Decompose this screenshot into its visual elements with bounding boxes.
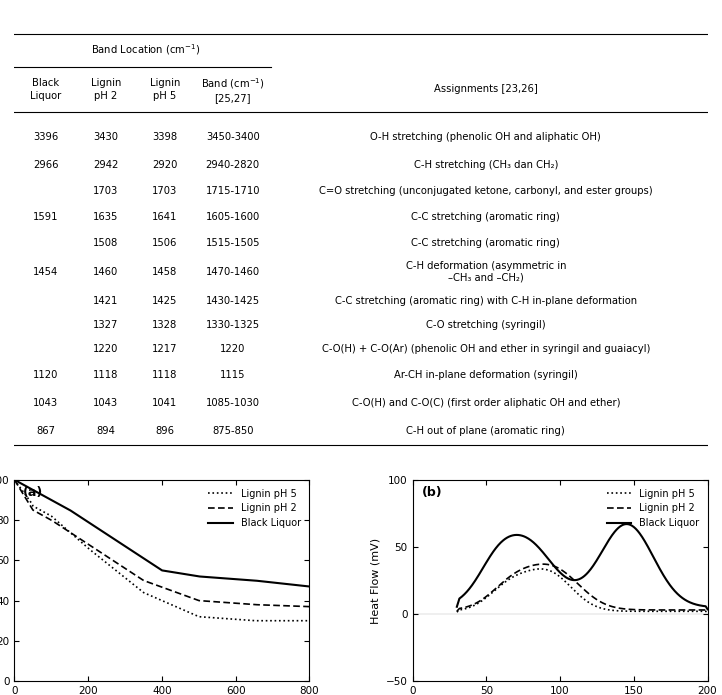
Text: Assignments [23,26]: Assignments [23,26] — [434, 85, 538, 95]
Text: 1220: 1220 — [220, 344, 245, 354]
Text: 1430-1425: 1430-1425 — [206, 295, 260, 306]
Text: 1118: 1118 — [93, 370, 118, 380]
Text: Black
Liquor: Black Liquor — [30, 79, 61, 101]
Text: 1470-1460: 1470-1460 — [206, 267, 260, 277]
Text: Lignin
pH 5: Lignin pH 5 — [149, 79, 180, 101]
Y-axis label: Heat Flow (mV): Heat Flow (mV) — [370, 537, 380, 623]
Text: 1454: 1454 — [33, 267, 58, 277]
Text: C-H out of plane (aromatic ring): C-H out of plane (aromatic ring) — [406, 426, 565, 436]
Text: 1043: 1043 — [93, 398, 118, 408]
Text: 1591: 1591 — [33, 212, 58, 222]
Text: 1715-1710: 1715-1710 — [206, 186, 260, 196]
Legend: Lignin pH 5, Lignin pH 2, Black Liquor: Lignin pH 5, Lignin pH 2, Black Liquor — [603, 484, 703, 532]
Text: Lignin
pH 2: Lignin pH 2 — [91, 79, 121, 101]
Text: 1506: 1506 — [152, 238, 178, 248]
Text: (a): (a) — [23, 486, 43, 499]
Text: C-O(H) and C-O(C) (first order aliphatic OH and ether): C-O(H) and C-O(C) (first order aliphatic… — [352, 398, 620, 408]
Text: C-C stretching (aromatic ring) with C-H in-plane deformation: C-C stretching (aromatic ring) with C-H … — [335, 295, 637, 306]
Text: 3396: 3396 — [33, 131, 58, 142]
Text: 1328: 1328 — [152, 320, 178, 330]
Text: 1641: 1641 — [152, 212, 178, 222]
Text: 875-850: 875-850 — [212, 426, 253, 436]
Text: 1508: 1508 — [93, 238, 118, 248]
Text: C-H deformation (asymmetric in
–CH₃ and –CH₂): C-H deformation (asymmetric in –CH₃ and … — [406, 261, 566, 283]
Text: 1515-1505: 1515-1505 — [206, 238, 260, 248]
Text: 1421: 1421 — [93, 295, 118, 306]
Text: 3398: 3398 — [152, 131, 178, 142]
Text: C-O(H) + C-O(Ar) (phenolic OH and ether in syringil and guaiacyl): C-O(H) + C-O(Ar) (phenolic OH and ether … — [321, 344, 650, 354]
Text: (b): (b) — [422, 486, 442, 499]
Text: 1115: 1115 — [220, 370, 245, 380]
Legend: Lignin pH 5, Lignin pH 2, Black Liquor: Lignin pH 5, Lignin pH 2, Black Liquor — [204, 484, 305, 532]
Text: 1703: 1703 — [93, 186, 118, 196]
Text: C-H stretching (CH₃ dan CH₂): C-H stretching (CH₃ dan CH₂) — [414, 160, 558, 170]
Text: 1327: 1327 — [93, 320, 118, 330]
Text: 1460: 1460 — [93, 267, 118, 277]
Text: 1220: 1220 — [93, 344, 118, 354]
Text: C=O stretching (unconjugated ketone, carbonyl, and ester groups): C=O stretching (unconjugated ketone, car… — [319, 186, 653, 196]
Text: 1605-1600: 1605-1600 — [206, 212, 260, 222]
Text: 867: 867 — [36, 426, 55, 436]
Text: Band Location (cm$^{-1}$): Band Location (cm$^{-1}$) — [92, 42, 201, 57]
Text: O-H stretching (phenolic OH and aliphatic OH): O-H stretching (phenolic OH and aliphati… — [370, 131, 601, 142]
Text: Ar-CH in-plane deformation (syringil): Ar-CH in-plane deformation (syringil) — [394, 370, 578, 380]
Text: 894: 894 — [97, 426, 116, 436]
Text: 1043: 1043 — [33, 398, 58, 408]
Text: 2940-2820: 2940-2820 — [206, 160, 260, 170]
Text: Band (cm$^{-1}$)
[25,27]: Band (cm$^{-1}$) [25,27] — [201, 76, 265, 103]
Text: 1120: 1120 — [33, 370, 58, 380]
Text: 896: 896 — [155, 426, 174, 436]
Text: 1703: 1703 — [152, 186, 178, 196]
Text: 1458: 1458 — [152, 267, 178, 277]
Text: 2942: 2942 — [93, 160, 118, 170]
Text: C-C stretching (aromatic ring): C-C stretching (aromatic ring) — [412, 212, 560, 222]
Text: C-C stretching (aromatic ring): C-C stretching (aromatic ring) — [412, 238, 560, 248]
Text: 3450-3400: 3450-3400 — [206, 131, 260, 142]
Text: 1118: 1118 — [152, 370, 178, 380]
Text: 1217: 1217 — [152, 344, 178, 354]
Text: 3430: 3430 — [93, 131, 118, 142]
Text: C-O stretching (syringil): C-O stretching (syringil) — [426, 320, 546, 330]
Text: 2920: 2920 — [152, 160, 178, 170]
Text: 1330-1325: 1330-1325 — [206, 320, 260, 330]
Text: 1425: 1425 — [152, 295, 178, 306]
Text: 1085-1030: 1085-1030 — [206, 398, 260, 408]
Text: 1635: 1635 — [93, 212, 118, 222]
Text: 1041: 1041 — [152, 398, 178, 408]
Text: 2966: 2966 — [33, 160, 58, 170]
